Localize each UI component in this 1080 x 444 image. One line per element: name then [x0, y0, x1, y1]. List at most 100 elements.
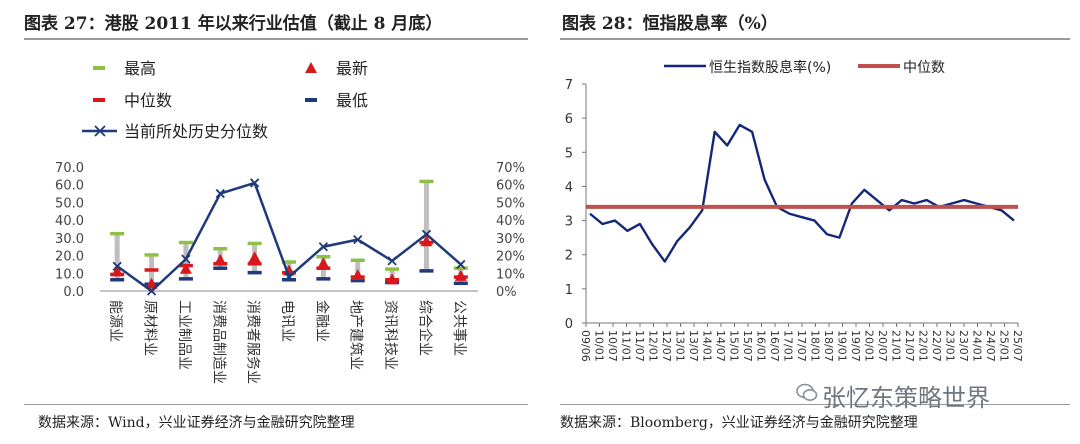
category-label: 金融业	[313, 300, 329, 342]
x-tick-label: 20/07	[876, 330, 889, 362]
high-marker	[316, 254, 331, 259]
x-tick-label: 24/01	[971, 330, 984, 362]
x-tick-label: 14/01	[701, 330, 714, 362]
left-source-rule	[24, 404, 528, 405]
y-tick-label: 0.0	[63, 285, 84, 300]
percentile-point	[353, 234, 363, 245]
x-tick-label: 14/07	[714, 330, 727, 362]
y-tick-label: 6	[565, 112, 573, 127]
y-tick-label: 30.0	[55, 232, 84, 247]
percentile-line	[116, 181, 462, 293]
latest-marker	[145, 277, 158, 289]
x-tick-label: 18/07	[822, 330, 835, 362]
legend-label: 最高	[124, 59, 156, 78]
legend-label: 最新	[336, 59, 368, 78]
latest-marker	[248, 251, 261, 263]
high-marker	[144, 253, 159, 257]
median-marker	[144, 268, 159, 272]
latest-marker	[351, 268, 364, 280]
x-tick-label: 10/01	[593, 330, 606, 362]
latest-marker	[111, 265, 124, 277]
high-marker	[419, 179, 434, 184]
y2-tick-label: 50%	[496, 196, 525, 211]
x-tick-label: 21/07	[903, 330, 916, 362]
left-source: 数据来源：Wind，兴业证券经济与金融研究院整理	[38, 415, 355, 431]
low-marker	[453, 281, 468, 286]
category-label: 消费者服务业	[245, 300, 261, 384]
category-label: 消费品制造业	[210, 300, 226, 384]
yield-line	[589, 123, 1015, 263]
y2-tick-label: 20%	[496, 250, 525, 265]
low-marker	[350, 278, 365, 283]
percentile-point	[284, 272, 294, 282]
x-tick-label: 24/07	[984, 330, 997, 362]
category-label: 电讯业	[279, 300, 295, 342]
y-tick-label: 7	[565, 78, 573, 93]
latest-marker	[386, 273, 399, 285]
category-label: 资讯科技业	[382, 300, 398, 370]
median-marker	[247, 262, 262, 266]
y-tick-label: 3	[565, 215, 573, 230]
legend-label: 恒生指数股息率(%)	[709, 59, 831, 76]
range-bar	[114, 233, 120, 280]
y2-tick-label: 70%	[496, 161, 525, 176]
x-tick-label: 09/06	[579, 330, 592, 362]
high-marker	[282, 260, 296, 264]
y2-tick-label: 40%	[496, 214, 525, 229]
category-label: 原材料业	[142, 300, 158, 356]
legend-marker	[94, 125, 106, 137]
category-label: 综合企业	[416, 300, 433, 356]
high-marker	[385, 267, 400, 271]
x-tick-label: 23/01	[944, 330, 957, 362]
category-label: 公共事业	[451, 300, 467, 356]
x-tick-label: 23/07	[957, 330, 970, 362]
y-tick-label: 60.0	[55, 179, 84, 194]
high-marker	[247, 241, 262, 246]
legend-marker	[93, 98, 105, 102]
x-tick-label: 12/01	[647, 330, 660, 362]
x-tick-label: 11/01	[620, 330, 633, 362]
x-tick-label: 13/01	[674, 330, 687, 362]
y-tick-label: 40.0	[55, 214, 84, 229]
left-title-rule	[24, 38, 528, 40]
x-tick-label: 16/01	[755, 330, 768, 362]
legend-marker	[93, 66, 105, 70]
x-tick-label: 19/07	[849, 330, 862, 362]
percentile-point	[146, 286, 157, 296]
y-tick-label: 50.0	[55, 196, 84, 211]
latest-marker	[214, 253, 227, 265]
right-title-rule	[560, 38, 1070, 40]
legend-label: 中位数	[903, 60, 945, 76]
x-tick-label: 25/01	[998, 330, 1011, 362]
y2-tick-label: 10%	[496, 267, 525, 282]
x-tick-label: 16/07	[768, 330, 781, 362]
legend-label: 最低	[336, 91, 368, 110]
high-marker	[178, 240, 193, 245]
legend-label: 中位数	[124, 91, 172, 110]
x-tick-label: 19/01	[836, 330, 849, 362]
high-marker	[110, 231, 125, 236]
latest-marker	[454, 269, 467, 281]
left-panel: 图表 27：港股 2011 年以来行业估值（截止 8 月底） 最高 最新中位数 最低…	[24, 14, 528, 431]
right-source: 数据来源：Bloomberg，兴业证券经济与金融研究院整理	[560, 415, 918, 431]
watermark: 张忆东策略世界	[822, 384, 990, 412]
low-marker	[213, 266, 228, 270]
x-tick-label: 17/07	[795, 330, 808, 362]
low-marker	[247, 270, 262, 275]
percentile-point	[112, 261, 122, 271]
x-tick-label: 22/07	[930, 330, 943, 362]
left-chart-title: 图表 27：港股 2011 年以来行业估值（截止 8 月底）	[24, 14, 443, 34]
percentile-point	[456, 259, 466, 270]
low-marker	[110, 277, 125, 282]
y-tick-label: 4	[565, 180, 573, 195]
high-marker	[453, 266, 468, 270]
range-bar	[423, 181, 429, 271]
high-marker	[350, 258, 365, 262]
low-marker	[178, 277, 193, 281]
x-tick-label: 12/07	[660, 330, 673, 362]
legend-marker	[305, 98, 317, 102]
category-label: 工业制品业	[176, 300, 192, 370]
y2-tick-label: 30%	[496, 232, 525, 247]
